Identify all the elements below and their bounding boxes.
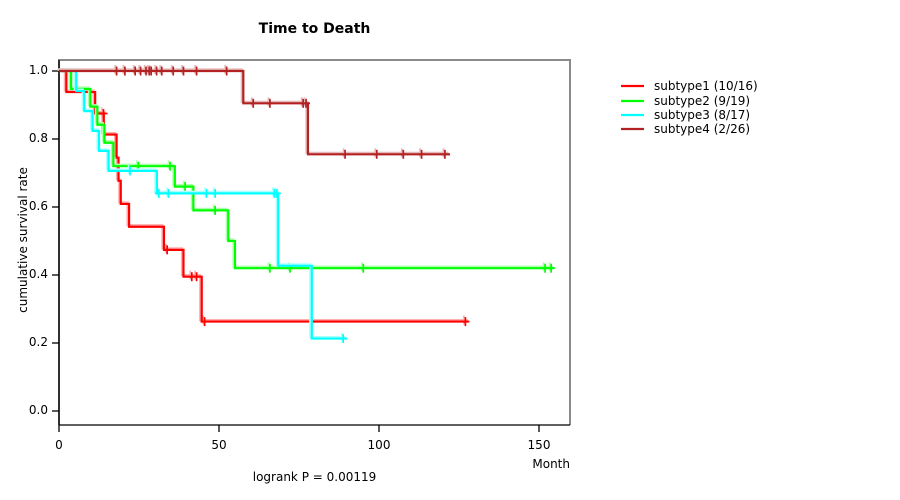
km-curve-subtype1 [57,68,468,325]
km-curve-subtype3 [57,68,346,342]
legend-line-sample [621,113,644,117]
legend-label: subtype3 (8/17) [654,107,751,122]
x-tick-label: 0 [55,438,63,452]
legend-item-subtype3: subtype3 (8/17) [620,108,758,122]
y-tick-label: 0.8 [28,131,48,145]
x-axis-label: Month [532,457,570,471]
x-tick-label: 150 [527,438,551,452]
legend-line-sample [621,85,644,88]
legend-label: subtype2 (9/19) [654,93,751,108]
x-tick-label: 50 [211,438,227,452]
km-curve-subtype4 [59,66,451,159]
y-tick-label: 0.6 [28,199,48,213]
legend: subtype1 (10/16) subtype2 (9/19) subtype3 … [620,79,758,137]
legend-item-subtype1: subtype1 (10/16) [620,79,758,93]
km-curve-subtype3 [59,69,348,344]
y-tick-label: 0.4 [28,267,48,281]
legend-item-subtype4: subtype4 (2/26) [620,122,758,136]
y-tick-label: 0.0 [28,403,48,417]
chart-title: Time to Death [258,21,371,37]
x-tick-label: 100 [367,438,391,452]
legend-line-sample [621,128,644,131]
km-curve-subtype1 [59,69,470,327]
legend-label: subtype1 (10/16) [654,79,758,94]
km-curve-subtype2 [59,69,556,273]
legend-label: subtype4 (2/26) [654,122,751,137]
legend-item-subtype2: subtype2 (9/19) [620,93,758,108]
y-axis-label: cumulative survival rate [16,167,30,313]
km-curve-subtype2 [57,68,554,272]
logrank-annotation: logrank P = 0.00119 [252,470,377,484]
y-tick-label: 1.0 [28,63,48,77]
km-curve-subtype4 [57,65,449,158]
y-tick-label: 0.2 [28,335,48,349]
legend-line-sample [621,99,644,102]
